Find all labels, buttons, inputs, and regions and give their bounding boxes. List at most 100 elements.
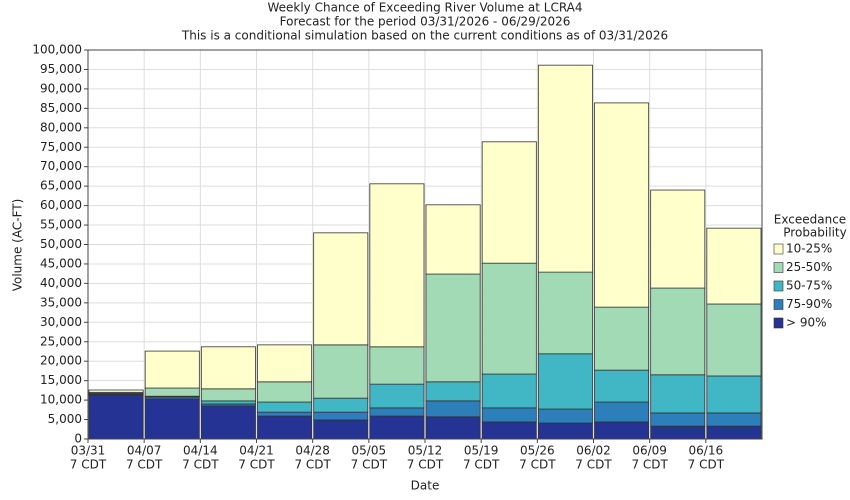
y-tick-label: 85,000 (40, 101, 82, 115)
bar-segment (144, 387, 200, 397)
x-tick-label: 7 CDT (182, 458, 219, 472)
y-tick-label: 40,000 (40, 276, 82, 290)
x-tick-label: 7 CDT (463, 458, 500, 472)
legend-label: 25-50% (786, 260, 832, 274)
legend-label: 10-25% (786, 242, 832, 256)
legend-title: Exceedance (774, 213, 846, 227)
bar-segment (369, 407, 425, 417)
x-tick-label: 7 CDT (575, 458, 612, 472)
bar-segment (257, 401, 313, 413)
bar-segment (537, 64, 593, 273)
legend-label: 75-90% (786, 297, 832, 311)
y-tick-label: 25,000 (40, 334, 82, 348)
x-tick-label: 05/12 (408, 444, 443, 458)
bar-segment (594, 306, 650, 371)
x-tick-label: 06/02 (576, 444, 611, 458)
legend-title: Probability (783, 226, 846, 240)
bar-segment (425, 273, 481, 383)
bar-segment (313, 344, 369, 399)
x-tick-label: 06/16 (689, 444, 724, 458)
bar-segment (369, 383, 425, 409)
bar-segment (257, 411, 313, 417)
y-tick-label: 65,000 (40, 179, 82, 193)
bar-segment (257, 415, 313, 440)
legend-swatch (773, 299, 784, 310)
bar-segment (425, 400, 481, 418)
x-tick-label: 7 CDT (631, 458, 668, 472)
bar-segment (257, 344, 313, 383)
x-tick-label: 06/09 (632, 444, 667, 458)
bar-segment (706, 303, 762, 377)
bar-segment (650, 189, 706, 289)
x-tick-label: 04/28 (295, 444, 330, 458)
y-tick-label: 50,000 (40, 237, 82, 251)
plot-frame (87, 49, 763, 440)
x-tick-label: 7 CDT (294, 458, 331, 472)
bar-segment (313, 411, 369, 421)
chart-subtitle: This is a conditional simulation based o… (181, 29, 668, 43)
x-tick-label: 7 CDT (70, 458, 107, 472)
bar-segment (200, 400, 256, 405)
bar-segment (313, 419, 369, 440)
bar-segment (369, 346, 425, 385)
y-tick-label: 0 (74, 432, 82, 446)
bar-segment (313, 397, 369, 413)
x-tick-label: 04/14 (183, 444, 218, 458)
chart-subtitle: Forecast for the period 03/31/2026 - 06/… (280, 15, 571, 29)
legend-swatch (773, 280, 784, 292)
y-axis-label: Volume (AC-FT) (11, 199, 25, 292)
x-tick-label: 7 CDT (126, 458, 163, 472)
bar-segment (650, 412, 706, 427)
x-tick-label: 05/26 (520, 444, 555, 458)
y-tick-label: 15,000 (40, 373, 82, 387)
y-tick-label: 55,000 (40, 218, 82, 232)
bar-segment (88, 389, 144, 393)
bar-segment (537, 353, 593, 410)
bar-segment (313, 232, 369, 346)
x-tick-label: 7 CDT (407, 458, 444, 472)
y-tick-label: 60,000 (40, 198, 82, 212)
bar-segment (200, 388, 256, 402)
y-tick-label: 90,000 (40, 81, 82, 95)
legend-label: 50-75% (786, 279, 832, 293)
x-tick-label: 05/19 (464, 444, 499, 458)
bar-segment (594, 102, 650, 308)
x-tick-label: 05/05 (352, 444, 387, 458)
bar-segment (481, 373, 537, 409)
bar-segment (650, 287, 706, 376)
x-tick-label: 04/07 (127, 444, 162, 458)
y-tick-label: 35,000 (40, 295, 82, 309)
y-tick-label: 5,000 (48, 412, 82, 426)
bar-segment (537, 271, 593, 355)
bar-segment (706, 412, 762, 427)
legend-swatch (773, 262, 784, 273)
bar-segment (481, 407, 537, 423)
bar-segment (425, 416, 481, 440)
bar-segment (425, 204, 481, 275)
legend-swatch (773, 243, 784, 255)
bar-segment (481, 141, 537, 264)
bar-segment (481, 421, 537, 440)
bar-segment (706, 227, 762, 305)
bar-segment (200, 405, 256, 440)
bar-segment (88, 394, 144, 440)
bar-segment (650, 425, 706, 440)
bar-segment (144, 350, 200, 389)
bar-segment (537, 408, 593, 424)
bar-segment (369, 183, 425, 348)
bar-segment (594, 421, 650, 440)
x-tick-label: 03/31 (71, 444, 106, 458)
x-tick-label: 04/21 (239, 444, 274, 458)
chart-title: Weekly Chance of Exceeding River Volume … (267, 1, 582, 15)
legend-swatch (773, 317, 784, 329)
bar-segment (481, 262, 537, 375)
x-axis-label: Date (411, 479, 440, 493)
bar-segment (537, 422, 593, 440)
bar-segment (144, 398, 200, 440)
x-tick-label: 7 CDT (519, 458, 556, 472)
bar-segment (369, 415, 425, 440)
bar-segment (706, 425, 762, 440)
bar-segment (706, 375, 762, 414)
bar-segment (200, 346, 256, 390)
